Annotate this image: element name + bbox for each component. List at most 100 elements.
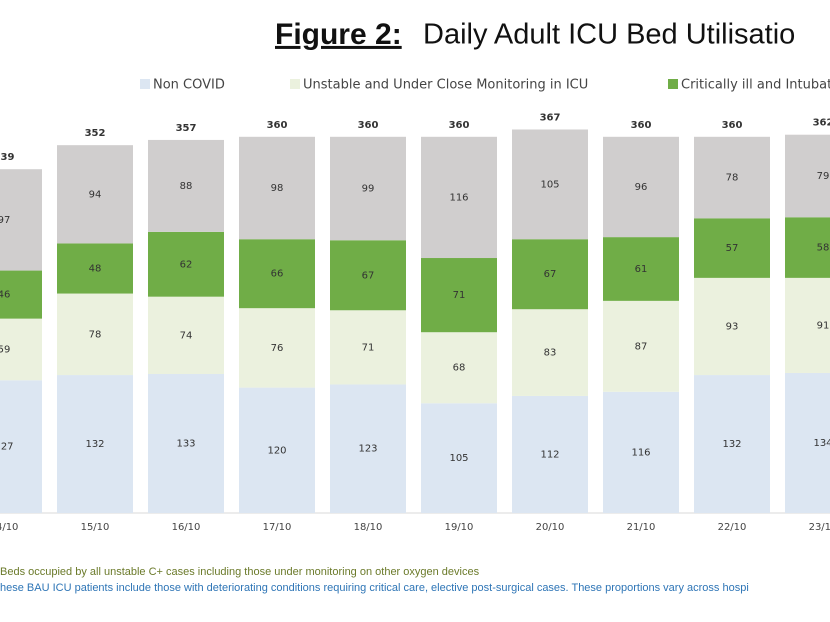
bar-segment — [239, 136, 315, 240]
bar-segment — [239, 308, 315, 388]
total-label: 360 — [722, 120, 743, 131]
value-label: 57 — [726, 243, 739, 254]
value-label: 105 — [449, 453, 468, 464]
bar-segment — [785, 372, 830, 513]
x-tick-label: 14/10 — [0, 522, 18, 533]
bar-segment — [330, 384, 406, 513]
bar-segment — [57, 145, 133, 244]
bar-segment — [694, 218, 770, 278]
bar-segment — [694, 375, 770, 513]
total-label: 367 — [540, 112, 561, 123]
x-tick-label: 17/10 — [263, 522, 292, 533]
bar-segment — [421, 258, 497, 333]
bar-segment — [421, 332, 497, 404]
value-label: 96 — [635, 182, 648, 193]
x-tick-label: 22/10 — [718, 522, 747, 533]
bar-segment — [694, 136, 770, 219]
value-label: 67 — [362, 270, 375, 281]
bar-segment — [512, 395, 588, 513]
value-label: 83 — [544, 348, 557, 359]
value-label: 59 — [0, 344, 10, 355]
bar-segment — [512, 239, 588, 310]
value-label: 46 — [0, 290, 10, 301]
value-label: 66 — [271, 269, 284, 280]
bar-segment — [148, 231, 224, 297]
value-label: 134 — [813, 438, 830, 449]
footnote: hese BAU ICU patients include those with… — [0, 582, 749, 594]
x-tick-label: 23/10 — [809, 522, 830, 533]
bar-segment — [57, 375, 133, 513]
bar-segment — [785, 134, 830, 218]
value-label: 87 — [635, 341, 648, 352]
total-label: 362 — [813, 118, 830, 129]
value-label: 48 — [89, 263, 102, 274]
bar-segment — [148, 296, 224, 375]
bar-segment — [785, 277, 830, 373]
bar-segment — [512, 309, 588, 396]
bar-segment — [0, 169, 42, 271]
value-label: 58 — [817, 243, 830, 254]
value-label: 74 — [180, 330, 193, 341]
x-tick-label: 18/10 — [354, 522, 383, 533]
value-label: 99 — [362, 184, 375, 195]
x-tick-label: 19/10 — [445, 522, 474, 533]
total-label: 360 — [449, 120, 470, 131]
x-tick-label: 21/10 — [627, 522, 656, 533]
value-label: 133 — [176, 439, 195, 450]
value-label: 67 — [544, 269, 557, 280]
value-label: 79 — [817, 171, 830, 182]
bar-segment — [239, 239, 315, 309]
bar-segment — [330, 136, 406, 241]
legend-swatch — [290, 79, 300, 89]
bar-segment — [0, 318, 42, 381]
bar-segment — [330, 240, 406, 311]
value-label: 120 — [267, 445, 286, 456]
title-label: Figure 2: — [275, 18, 402, 51]
bar-segment — [57, 293, 133, 376]
value-label: 71 — [362, 342, 375, 353]
value-label: 105 — [540, 179, 559, 190]
bar-segment — [0, 380, 42, 513]
bar-segment — [603, 136, 679, 238]
value-label: 116 — [631, 447, 650, 458]
bar-segment — [330, 310, 406, 385]
value-label: 98 — [271, 183, 284, 194]
x-tick-label: 20/10 — [536, 522, 565, 533]
total-label: 360 — [631, 120, 652, 131]
value-label: 78 — [89, 329, 102, 340]
bar-segment — [239, 387, 315, 513]
legend-swatch — [140, 79, 150, 89]
x-tick-label: 15/10 — [81, 522, 110, 533]
x-tick-label: 16/10 — [172, 522, 201, 533]
bar-segment — [694, 277, 770, 376]
value-label: 61 — [635, 264, 648, 275]
value-label: 94 — [89, 189, 102, 200]
bar-segment — [603, 300, 679, 392]
bar-segment — [148, 139, 224, 232]
legend-label: Unstable and Under Close Monitoring in I… — [303, 78, 588, 93]
bar-segment — [603, 391, 679, 513]
bar-segment — [421, 136, 497, 259]
legend-label: Critically ill and Intubat — [681, 78, 830, 93]
bar-segment — [148, 374, 224, 513]
bar-segment — [0, 270, 42, 319]
value-label: 116 — [449, 192, 468, 203]
value-label: 78 — [726, 173, 739, 184]
value-label: 132 — [722, 439, 741, 450]
footnote: Beds occupied by all unstable C+ cases i… — [0, 566, 480, 578]
legend-label: Non COVID — [153, 78, 225, 93]
legend-swatch — [668, 79, 678, 89]
total-label: 339 — [0, 152, 14, 163]
value-label: 91 — [817, 320, 830, 331]
value-label: 97 — [0, 215, 10, 226]
total-label: 360 — [267, 120, 288, 131]
value-label: 112 — [540, 449, 559, 460]
total-label: 357 — [176, 123, 197, 134]
total-label: 352 — [85, 128, 106, 139]
chart-title: Daily Adult ICU Bed Utilisatio — [423, 19, 795, 51]
value-label: 62 — [180, 259, 193, 270]
value-label: 132 — [85, 439, 104, 450]
bar-segment — [421, 403, 497, 513]
value-label: 88 — [180, 181, 193, 192]
